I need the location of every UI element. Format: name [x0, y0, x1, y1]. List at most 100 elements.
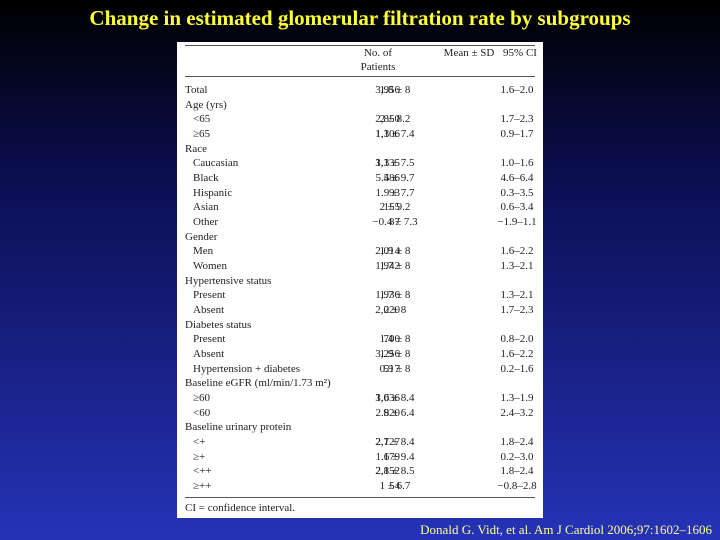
table-row: Caucasian 3,135 1.3 ± 7.5 1.0–1.6 — [185, 156, 537, 171]
table-row: Age (yrs) — [185, 98, 537, 113]
mean-sd: 1.6 ± 8.4 — [375, 392, 415, 405]
ci: 0.8–2.0 — [500, 333, 534, 346]
row-label: Gender — [185, 230, 218, 243]
row-label: Present — [193, 289, 226, 302]
table-row: Present 700 1.4 ± 8 0.8–2.0 — [185, 332, 537, 347]
table-row: ≥65 1,106 1.3 ± 7.4 0.9–1.7 — [185, 127, 537, 142]
mean-sd: 1.9 ± 8 — [379, 348, 411, 361]
row-label: Women — [193, 260, 227, 273]
table-row: Hypertensive status — [185, 274, 537, 289]
ci: 1.7–2.3 — [500, 304, 534, 317]
row-label: Present — [193, 333, 226, 346]
patients: 3,956 — [375, 84, 400, 96]
table-row: <60 920 2.8 ± 6.4 2.4–3.2 — [185, 406, 537, 421]
mean-sd: 1.3 ± 7.4 — [375, 128, 415, 140]
ci: 0.2–3.0 — [500, 450, 534, 463]
mean-sd: 1.9 ± 7.7 — [375, 186, 415, 199]
table-row: Women 1,942 1.7 ± 8 1.3–2.1 — [185, 259, 537, 274]
row-label: Other — [193, 216, 219, 229]
ci: 0.9–1.7 — [500, 128, 534, 140]
table-row: Present 1,936 1.7 ± 8 1.3–2.1 — [185, 288, 537, 303]
mean-sd: −0.4 ± 7.3 — [372, 216, 418, 229]
table-row: Other 87 −0.4 ± 7.3 −1.9–1.1 — [185, 215, 537, 230]
table-panel: No. of Patients Mean ± SD 95% CI Total 3,… — [177, 42, 543, 518]
mean-sd: 0.9 ± 8 — [379, 362, 411, 375]
row-label: <+ — [193, 436, 206, 449]
table-row: <65 2,850 2 ± 8.2 1.7–2.3 — [185, 112, 537, 127]
table-row: ≥60 3,036 1.6 ± 8.4 1.3–1.9 — [185, 391, 537, 406]
footnote: CI = confidence interval. — [185, 502, 296, 514]
table-row: ≥++ 54 1 ± 6.7 −0.8–2.8 — [185, 479, 537, 494]
patients: 486 — [383, 172, 401, 185]
patients: 2,020 — [375, 304, 400, 317]
ci: 1.3–2.1 — [500, 289, 534, 302]
patients: 3,036 — [375, 392, 400, 405]
ci: 0.6–3.4 — [500, 201, 534, 214]
header-cell: No. of Patients — [360, 47, 396, 73]
table-row: Asian 155 2 ± 9.2 0.6–3.4 — [185, 200, 537, 215]
row-label: Black — [193, 172, 219, 185]
ci: −0.8–2.8 — [497, 480, 537, 493]
patients: 700 — [383, 333, 401, 346]
row-label: Asian — [193, 201, 219, 214]
row-label: <60 — [193, 406, 211, 419]
patients: 2,727 — [375, 436, 400, 449]
slide-title: Change in estimated glomerular filtratio… — [89, 6, 631, 30]
patients: 1,936 — [375, 289, 400, 302]
row-label: <++ — [193, 465, 212, 478]
table-row: Hypertension + diabetes 517 0.9 ± 8 0.2–1.6 — [185, 362, 537, 377]
rule — [185, 76, 535, 77]
patients: 2,850 — [375, 113, 400, 126]
patients: 1,942 — [375, 260, 400, 273]
mean-sd: 1.4 ± 8 — [379, 333, 411, 346]
patients: 920 — [383, 406, 401, 419]
row-label: Diabetes status — [185, 318, 252, 331]
table-row: Baseline eGFR (ml/min/1.73 m²) — [185, 376, 537, 391]
table-row: <+ 2,727 2.1 ± 8.4 1.8–2.4 — [185, 435, 537, 450]
ci: 1.8–2.4 — [500, 465, 534, 478]
table-row: ≥+ 179 1.6 ± 9.4 0.2–3.0 — [185, 450, 537, 465]
rule — [185, 45, 535, 46]
row-label: Hypertension + diabetes — [193, 362, 301, 375]
patients: 179 — [383, 450, 401, 463]
table-row: Baseline urinary protein — [185, 420, 537, 435]
patients: 155 — [383, 201, 401, 214]
row-label: Baseline urinary protein — [185, 421, 292, 434]
ci: 4.6–6.4 — [500, 172, 534, 185]
header-cell: 95% CI — [503, 47, 537, 59]
patients: 93 — [389, 186, 400, 199]
mean-sd: 1.8 ± 8 — [379, 84, 411, 96]
patients: 87 — [389, 216, 400, 229]
mean-sd: 5.5 ± 9.7 — [375, 172, 415, 185]
table-row: Race — [185, 142, 537, 157]
table-row: Hispanic 93 1.9 ± 7.7 0.3–3.5 — [185, 186, 537, 201]
row-label: ≥+ — [193, 450, 206, 463]
table-row: Black 486 5.5 ± 9.7 4.6–6.4 — [185, 171, 537, 186]
mean-sd: 1 ± 6.7 — [379, 480, 411, 493]
mean-sd: 2.1 ± 8.5 — [375, 465, 415, 478]
table-row: <++ 2,852 2.1 ± 8.5 1.8–2.4 — [185, 464, 537, 479]
mean-sd: 1.6 ± 9.4 — [375, 450, 415, 463]
ci: 1.6–2.2 — [500, 348, 534, 361]
rule — [185, 497, 535, 498]
patients: 3,256 — [375, 348, 400, 361]
mean-sd: 1.7 ± 8 — [379, 260, 411, 273]
row-label: Hispanic — [193, 186, 233, 199]
table-row: Diabetes status — [185, 318, 537, 333]
patients: 1,106 — [375, 128, 400, 140]
mean-sd: 2 ± 8.2 — [379, 113, 411, 126]
row-label: Absent — [193, 348, 225, 361]
patients: 2,014 — [375, 245, 400, 258]
ci: 1.7–2.3 — [500, 113, 534, 126]
row-label: ≥60 — [193, 392, 211, 405]
mean-sd: 1.7 ± 8 — [379, 289, 411, 302]
ci: 0.3–3.5 — [500, 186, 534, 199]
row-label: Race — [185, 142, 207, 155]
ci: 1.6–2.2 — [500, 245, 534, 258]
ci: 1.0–1.6 — [500, 157, 534, 170]
table-row: Total 3,956 1.8 ± 8 1.6–2.0 — [185, 83, 537, 98]
ci: 2.4–3.2 — [500, 406, 534, 419]
ci: 1.6–2.0 — [500, 84, 534, 96]
ci: 1.8–2.4 — [500, 436, 534, 449]
